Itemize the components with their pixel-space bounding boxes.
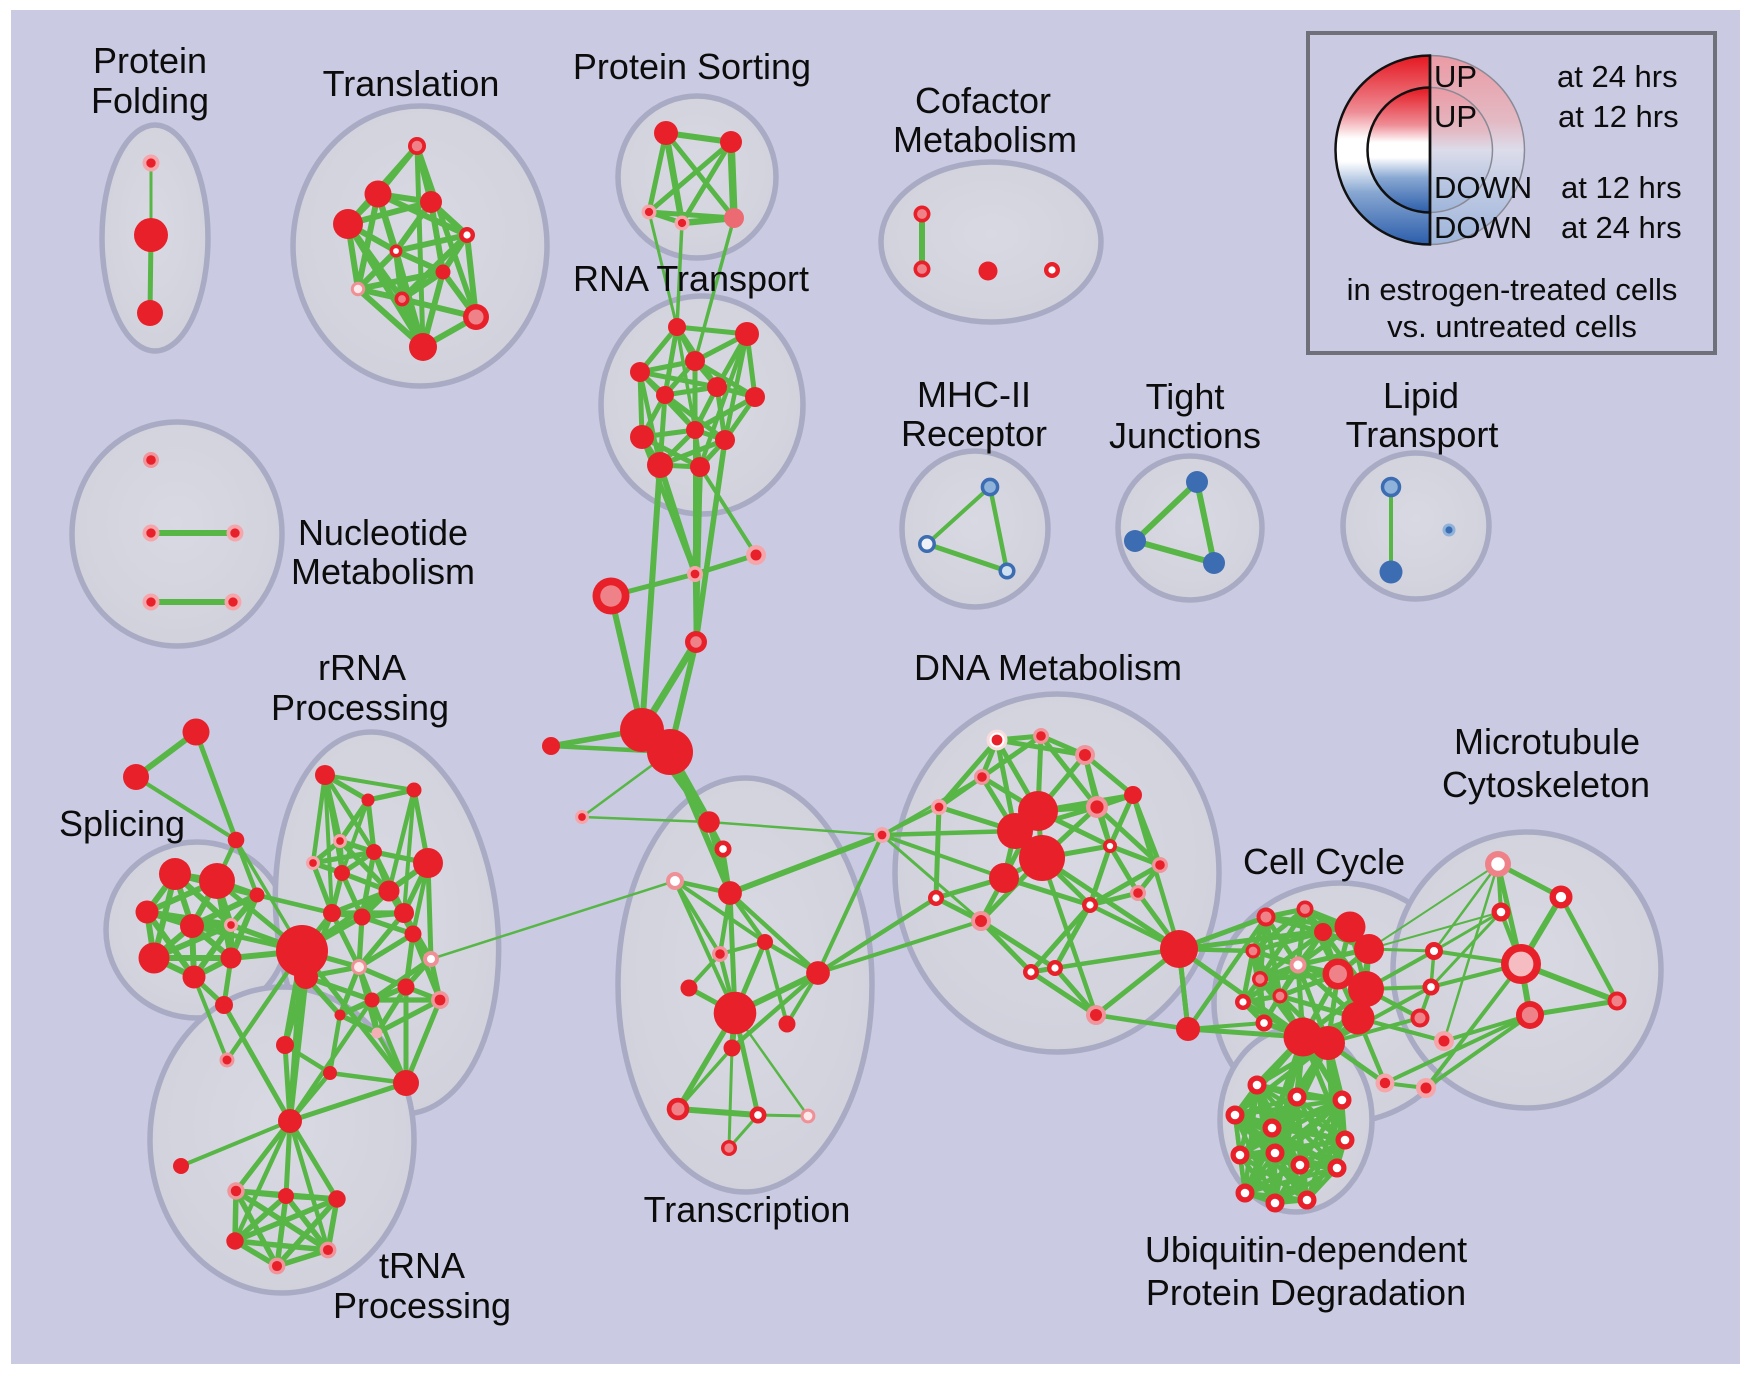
svg-text:Translation: Translation xyxy=(323,63,500,104)
svg-text:Transcription: Transcription xyxy=(644,1189,851,1230)
svg-text:Splicing: Splicing xyxy=(59,803,185,844)
svg-text:Ubiquitin-dependent: Ubiquitin-dependent xyxy=(1145,1229,1467,1270)
svg-text:Lipid: Lipid xyxy=(1383,375,1459,416)
svg-text:Junctions: Junctions xyxy=(1109,415,1261,456)
svg-text:Cytoskeleton: Cytoskeleton xyxy=(1442,764,1650,805)
svg-text:Processing: Processing xyxy=(333,1285,511,1326)
svg-text:at 12 hrs: at 12 hrs xyxy=(1558,99,1679,134)
svg-text:at 24 hrs: at 24 hrs xyxy=(1561,210,1682,245)
svg-text:UP: UP xyxy=(1434,59,1477,94)
svg-text:Receptor: Receptor xyxy=(901,413,1047,454)
svg-text:DOWN: DOWN xyxy=(1434,210,1532,245)
svg-text:Nucleotide: Nucleotide xyxy=(298,512,468,553)
svg-text:Protein Degradation: Protein Degradation xyxy=(1146,1272,1466,1313)
svg-text:Processing: Processing xyxy=(271,687,449,728)
svg-text:Protein: Protein xyxy=(93,40,207,81)
svg-text:Metabolism: Metabolism xyxy=(291,551,475,592)
svg-text:DOWN: DOWN xyxy=(1434,170,1532,205)
svg-text:in estrogen-treated cells: in estrogen-treated cells xyxy=(1347,272,1678,307)
svg-text:DNA Metabolism: DNA Metabolism xyxy=(914,647,1182,688)
svg-text:Tight: Tight xyxy=(1146,376,1225,417)
svg-text:RNA Transport: RNA Transport xyxy=(573,258,809,299)
svg-text:Folding: Folding xyxy=(91,80,209,121)
svg-text:vs. untreated cells: vs. untreated cells xyxy=(1387,309,1637,344)
svg-text:Cofactor: Cofactor xyxy=(915,80,1051,121)
svg-text:rRNA: rRNA xyxy=(318,647,406,688)
svg-text:MHC-II: MHC-II xyxy=(917,374,1031,415)
svg-text:tRNA: tRNA xyxy=(379,1245,465,1286)
svg-text:at 24 hrs: at 24 hrs xyxy=(1557,59,1678,94)
svg-text:Cell Cycle: Cell Cycle xyxy=(1243,841,1405,882)
svg-text:Transport: Transport xyxy=(1346,414,1499,455)
svg-text:at 12 hrs: at 12 hrs xyxy=(1561,170,1682,205)
svg-text:Protein Sorting: Protein Sorting xyxy=(573,46,811,87)
svg-text:UP: UP xyxy=(1434,99,1477,134)
svg-text:Metabolism: Metabolism xyxy=(893,119,1077,160)
svg-text:Microtubule: Microtubule xyxy=(1454,721,1640,762)
